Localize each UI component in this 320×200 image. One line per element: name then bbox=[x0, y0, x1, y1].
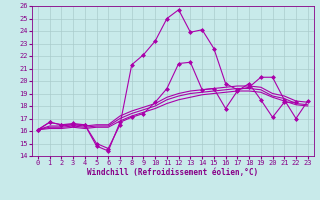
X-axis label: Windchill (Refroidissement éolien,°C): Windchill (Refroidissement éolien,°C) bbox=[87, 168, 258, 177]
